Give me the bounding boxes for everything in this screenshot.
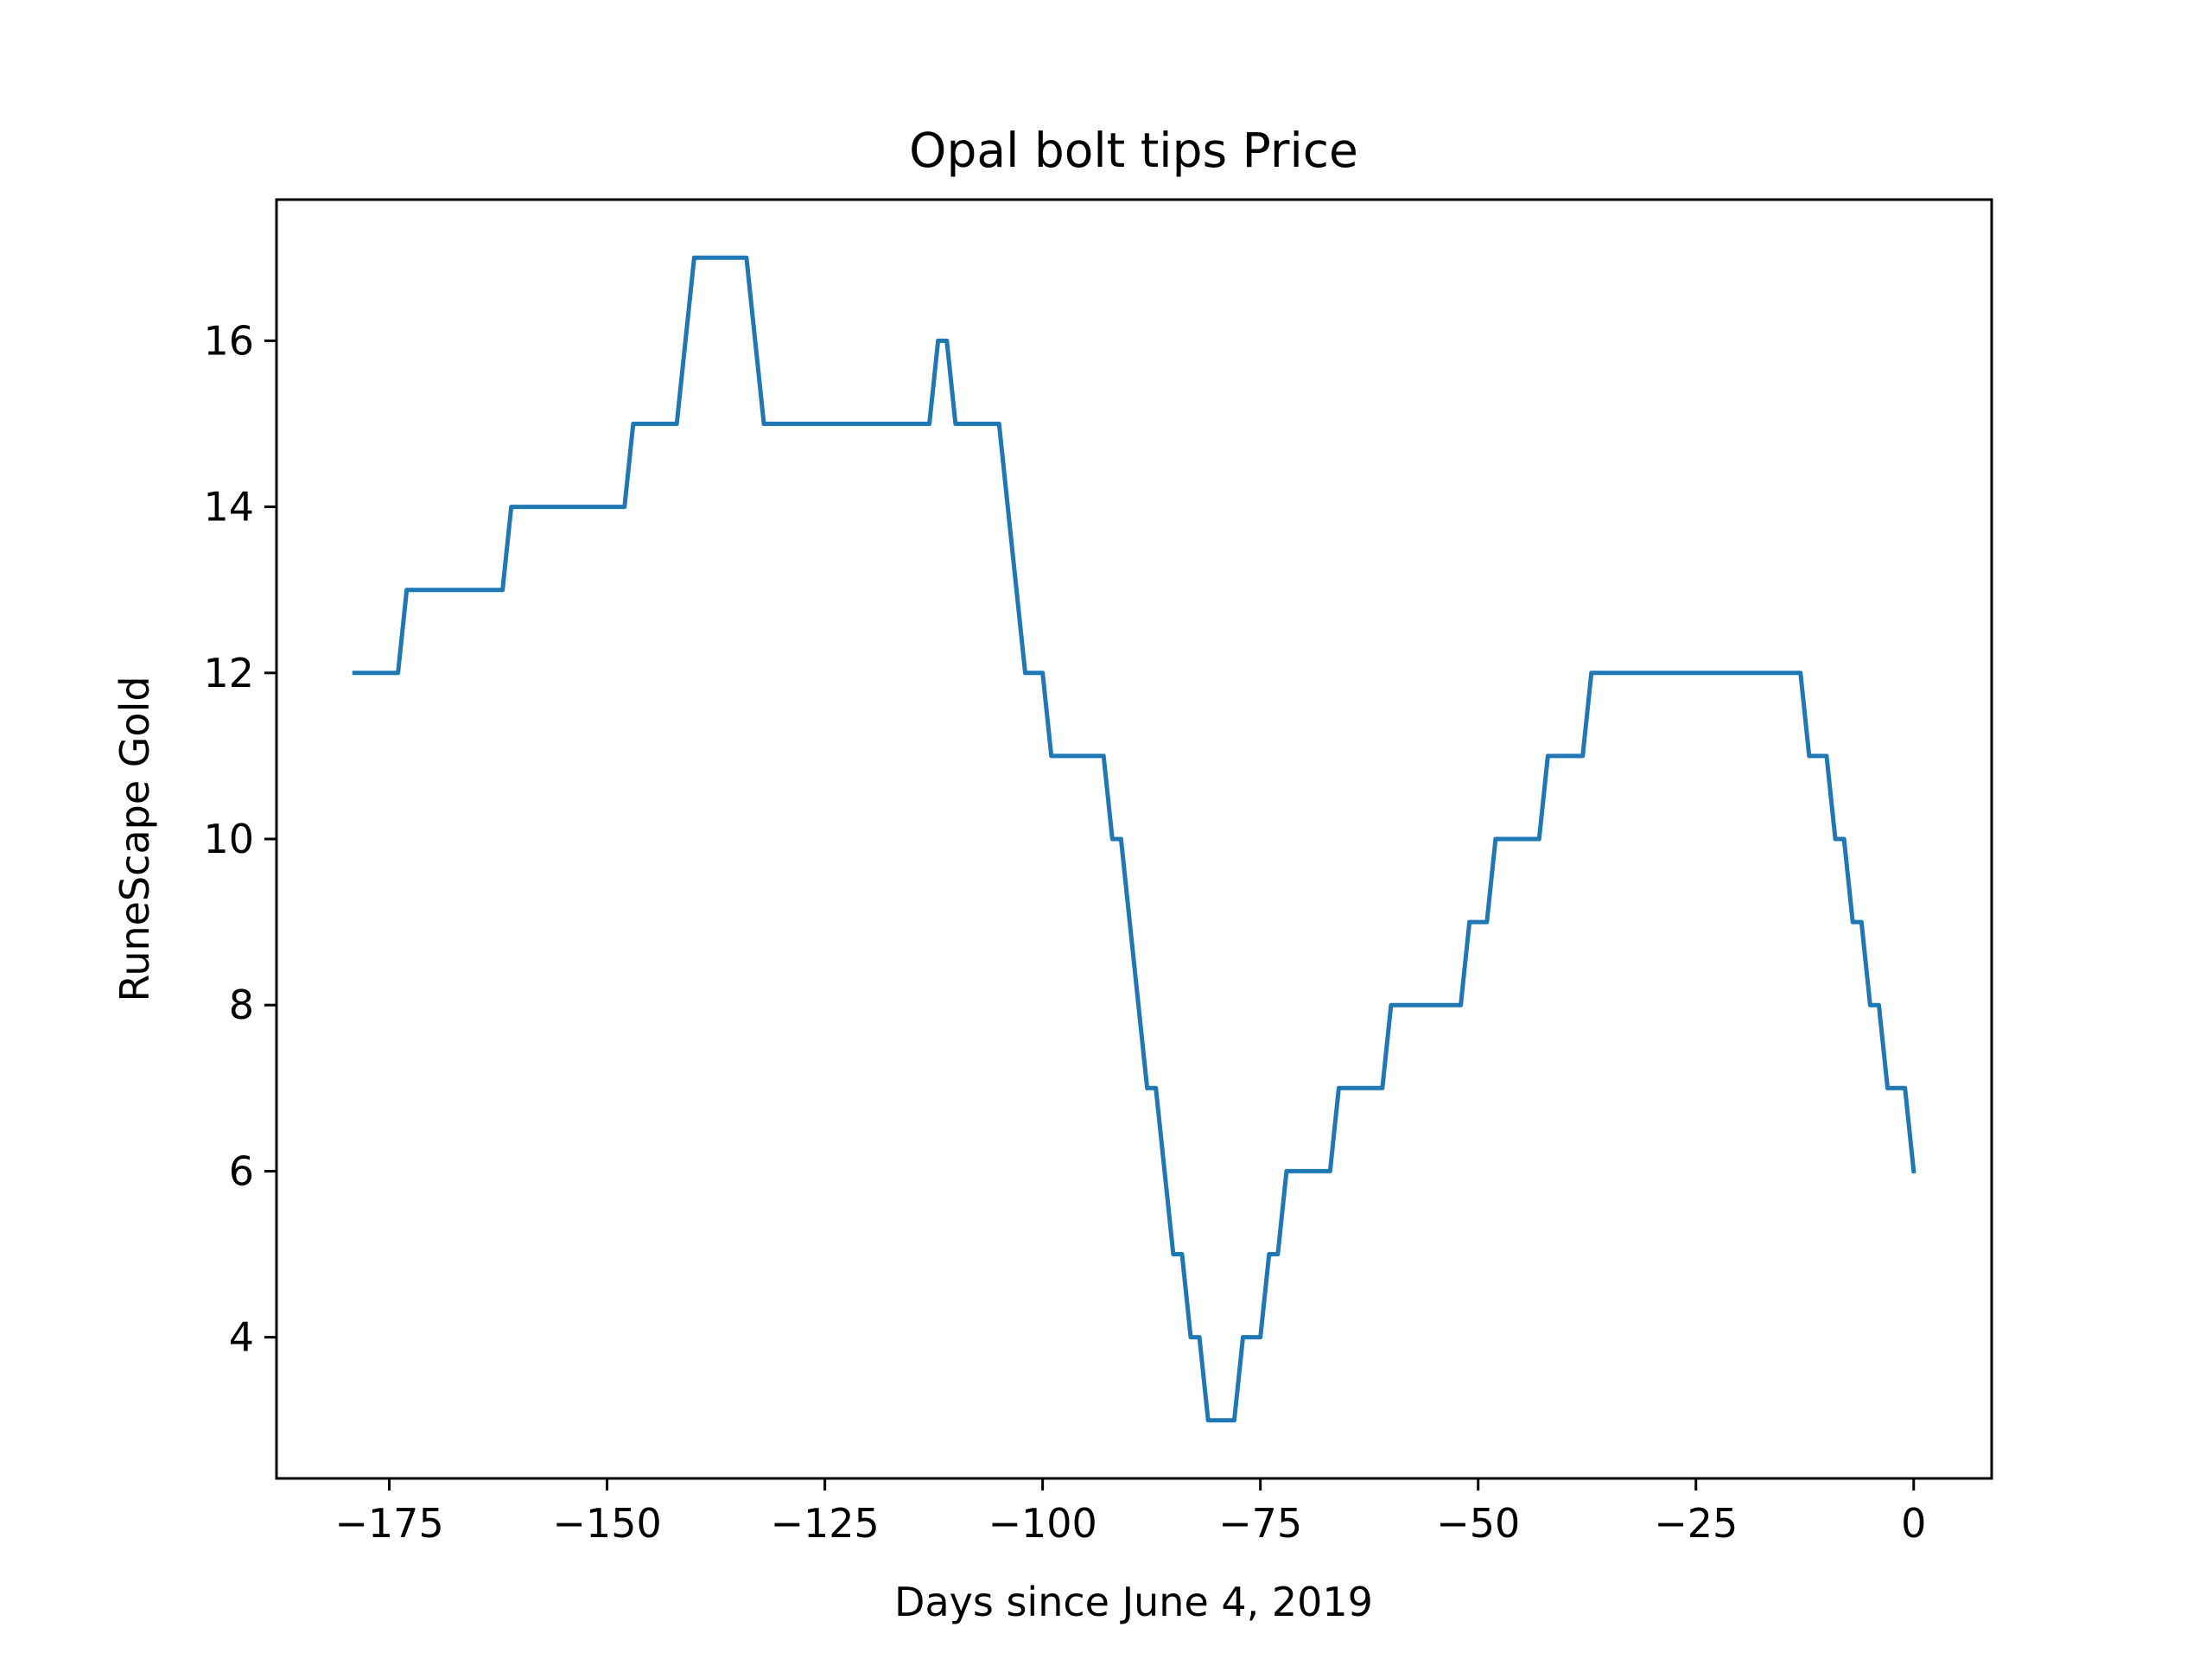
plot-frame <box>275 198 1993 1480</box>
x-axis-ticks: −175 −150 −125 −100 −75 −50 −25 0 <box>334 1478 1926 1547</box>
y-tick-label: 8 <box>229 982 254 1028</box>
price-line-series-0 <box>352 255 1916 1423</box>
x-tick-label: 0 <box>1901 1500 1926 1547</box>
y-tick-label: 16 <box>203 317 254 364</box>
y-tick-label: 14 <box>203 484 254 531</box>
x-tick-label: −100 <box>988 1500 1096 1547</box>
x-tick-label: −50 <box>1436 1500 1520 1547</box>
x-tick-label: −25 <box>1654 1500 1738 1547</box>
y-tick-label: 12 <box>203 650 254 696</box>
chart-title: Opal bolt tips Price <box>909 123 1358 178</box>
x-tick-label: −125 <box>770 1500 879 1547</box>
x-tick-label: −150 <box>552 1500 661 1547</box>
y-axis-label: RuneScape Gold <box>111 676 158 1001</box>
x-axis-label: Days since June 4, 2019 <box>894 1579 1373 1625</box>
series-layer <box>352 255 1916 1423</box>
x-tick-label: −175 <box>334 1500 443 1547</box>
y-tick-label: 4 <box>229 1314 254 1361</box>
plot-area-background <box>276 200 1992 1478</box>
y-axis-ticks: 4 6 8 10 12 14 16 <box>203 317 276 1361</box>
y-tick-label: 6 <box>229 1147 254 1194</box>
y-tick-label: 10 <box>203 816 254 862</box>
x-tick-label: −75 <box>1218 1500 1302 1547</box>
